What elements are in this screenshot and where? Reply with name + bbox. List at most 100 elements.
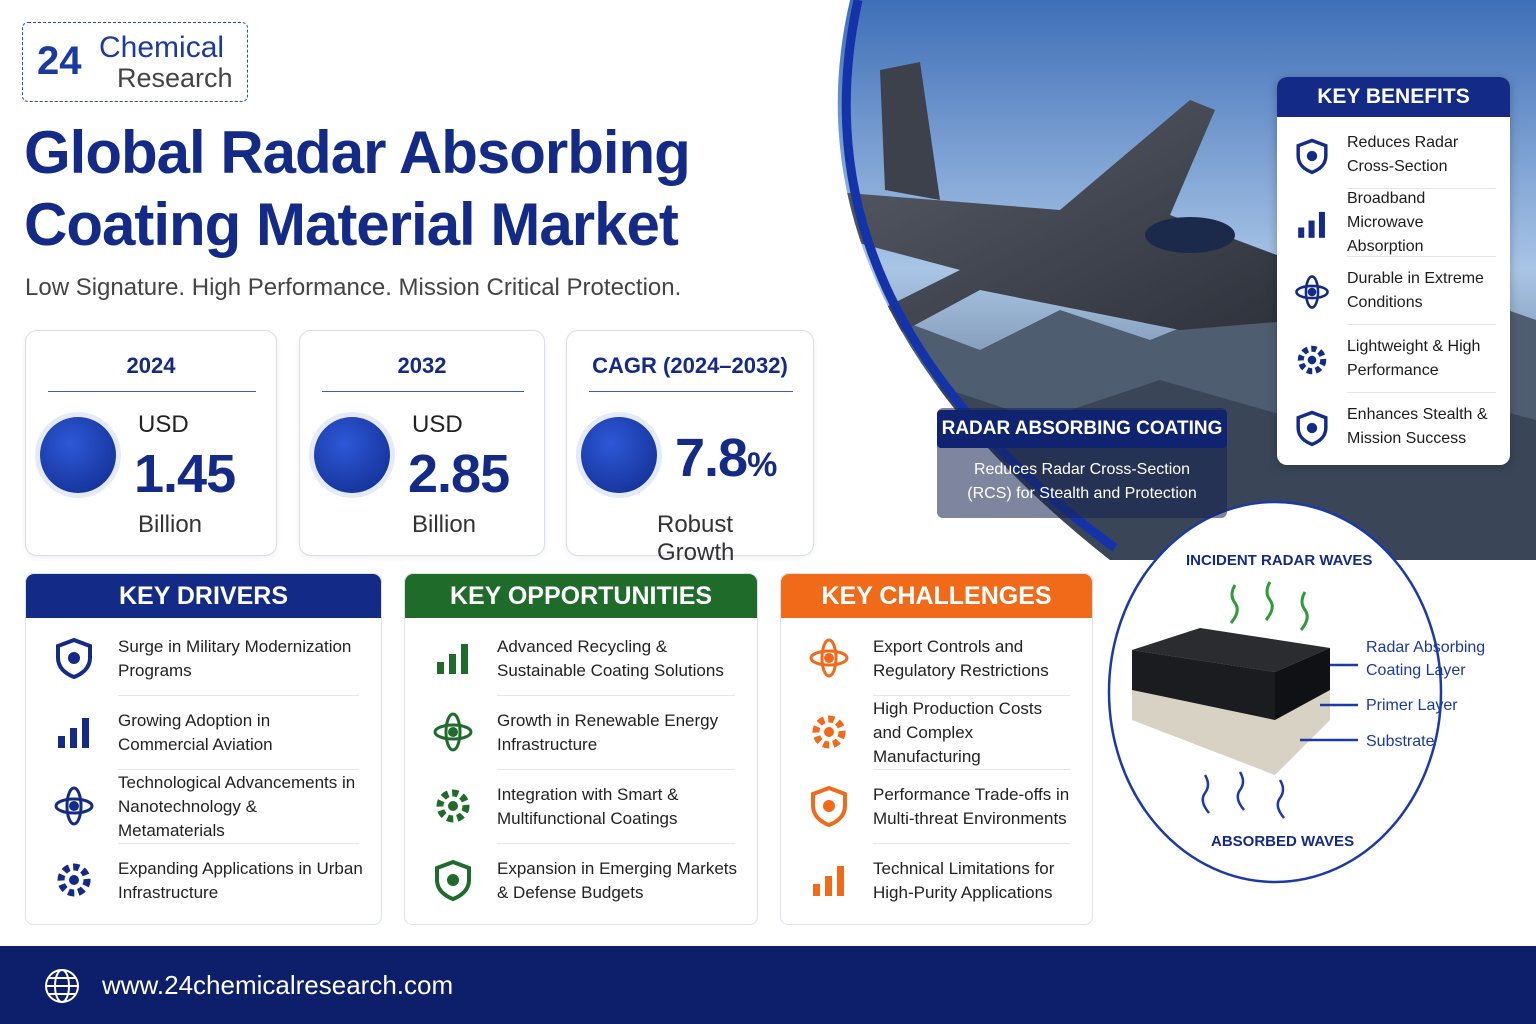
stat-value: 2.85: [408, 444, 510, 504]
list-item: Export Controls and Regulatory Restricti…: [781, 622, 1092, 696]
separator: [873, 843, 1070, 844]
panel-title: KEY DRIVERS: [26, 574, 381, 618]
stat-currency: USD: [412, 411, 463, 438]
panel-title: KEY CHALLENGES: [781, 574, 1092, 618]
list-item: Integration with Smart & Multifunctional…: [405, 770, 757, 844]
icon: [54, 786, 94, 826]
benefit-text: Enhances Stealth & Mission Success: [1347, 406, 1488, 447]
item-text: High Production Costs and Complex Manufa…: [873, 699, 1043, 766]
benefit-item: Durable in Extreme Conditions: [1277, 257, 1510, 325]
stat-currency: USD: [138, 411, 189, 438]
coating-banner: RADAR ABSORBING COATING Reduces Radar Cr…: [937, 408, 1227, 518]
separator: [1347, 392, 1496, 393]
tagline: Low Signature. High Performance. Mission…: [25, 274, 682, 301]
benefit-item: Broadband Microwave Absorption: [1277, 189, 1510, 257]
key-benefits: KEY BENEFITS Reduces Radar Cross-Section B…: [1277, 77, 1510, 465]
diagram-label: INCIDENT RADAR WAVES: [1186, 552, 1373, 569]
item-text: Growth in Renewable Energy Infrastructur…: [497, 711, 719, 754]
separator: [1347, 256, 1496, 257]
separator: [497, 695, 735, 696]
list-item: Expansion in Emerging Markets & Defense …: [405, 844, 757, 918]
stat-label: 2024: [126, 353, 176, 378]
title: Coating Material Market: [24, 191, 679, 258]
list-item: Surge in Military Modernization Programs: [26, 622, 381, 696]
list-item: Technological Advancements in Nanotechno…: [26, 770, 381, 844]
separator: [118, 695, 359, 696]
item-text: Surge in Military Modernization Programs: [118, 637, 352, 680]
list-item: Technical Limitations for High-Purity Ap…: [781, 844, 1092, 918]
banner-text: Reduces Radar Cross-Section (RCS) for St…: [967, 461, 1197, 502]
item-text: Export Controls and Regulatory Restricti…: [873, 637, 1049, 680]
icon: [58, 718, 89, 748]
stat-card: CAGR (2024–2032) 7.8% Robust Growth: [566, 330, 814, 566]
layer-label: Radar Absorbing Coating Layer: [1366, 639, 1486, 679]
footer-url[interactable]: www.24chemicalresearch.com: [102, 970, 454, 1000]
stat-card: 2024 USD 1.45 Billion: [25, 330, 277, 556]
separator: [873, 695, 1070, 696]
icon: [1296, 138, 1328, 175]
stat-unit: Billion: [412, 511, 477, 538]
logo: 24 Chemical Research: [22, 22, 248, 102]
icon: [1298, 211, 1325, 238]
item-text: Expansion in Emerging Markets & Defense …: [497, 859, 738, 902]
benefit-item: Lightweight & High Performance: [1277, 325, 1510, 393]
stat-card: 2032 USD 2.85 Billion: [299, 330, 545, 556]
item-text: Technological Advancements in Nanotechno…: [118, 773, 356, 840]
benefit-text: Reduces Radar Cross-Section: [1347, 134, 1459, 175]
icon: [1296, 410, 1328, 447]
drivers-panel: KEY DRIVERS Surge in Military Modernizati…: [25, 573, 382, 925]
stat-label: CAGR (2024–2032): [592, 353, 788, 378]
icon: [435, 859, 471, 902]
separator: [118, 843, 359, 844]
icon: [1297, 345, 1327, 375]
benefit-text: Broadband Microwave Absorption: [1347, 190, 1426, 255]
benefit-text: Lightweight & High Performance: [1347, 338, 1481, 379]
stat-unit: Billion: [138, 511, 203, 538]
separator: [1347, 188, 1496, 189]
logo-line: Research: [117, 63, 233, 93]
layer-label: Substrate: [1366, 733, 1435, 750]
separator: [497, 843, 735, 844]
list-item: Advanced Recycling & Sustainable Coating…: [405, 622, 757, 696]
stat-value: 1.45: [134, 444, 236, 504]
icon: [437, 644, 468, 674]
list-item: Growth in Renewable Energy Infrastructur…: [405, 696, 757, 770]
separator: [118, 769, 359, 770]
diagram-label: ABSORBED WAVES: [1211, 833, 1355, 850]
banner-title: RADAR ABSORBING COATING: [937, 410, 1227, 448]
logo-number: 24: [37, 39, 82, 83]
globe-icon: [45, 969, 79, 1003]
icon: [56, 637, 92, 680]
stat-number: 7.8: [675, 428, 748, 488]
challenges-panel: KEY CHALLENGES Export Controls and Regula…: [780, 573, 1093, 925]
list-item: High Production Costs and Complex Manufa…: [781, 696, 1092, 770]
benefit-text: Durable in Extreme Conditions: [1347, 270, 1484, 311]
icon: [813, 866, 844, 896]
icon: [812, 715, 846, 749]
icon: [436, 789, 470, 823]
opportunities-panel: KEY OPPORTUNITIES Advanced Recycling & Su…: [404, 573, 758, 925]
item-text: Advanced Recycling & Sustainable Coating…: [497, 637, 724, 680]
icon: [811, 785, 847, 828]
item-text: Expanding Applications in Urban Infrastr…: [118, 859, 363, 902]
stat-unit: Robust Growth: [657, 511, 735, 566]
icon: [57, 863, 91, 897]
logo-line: Chemical: [99, 31, 225, 64]
benefits-title: KEY BENEFITS: [1277, 77, 1510, 117]
list-item: Growing Adoption in Commercial Aviation: [26, 696, 381, 770]
benefit-item: Reduces Radar Cross-Section: [1277, 121, 1510, 189]
stat-symbol: %: [747, 446, 777, 484]
separator: [497, 769, 735, 770]
icon: [809, 638, 849, 678]
separator: [873, 769, 1070, 770]
stat-label: 2032: [397, 353, 447, 378]
item-text: Integration with Smart & Multifunctional…: [497, 785, 679, 828]
stat-value: 7.8%: [675, 427, 777, 489]
panel-title: KEY OPPORTUNITIES: [405, 574, 757, 618]
layer-label: Primer Layer: [1366, 697, 1458, 714]
item-text: Technical Limitations for High-Purity Ap…: [873, 859, 1055, 902]
separator: [1347, 324, 1496, 325]
item-text: Growing Adoption in Commercial Aviation: [118, 711, 273, 754]
